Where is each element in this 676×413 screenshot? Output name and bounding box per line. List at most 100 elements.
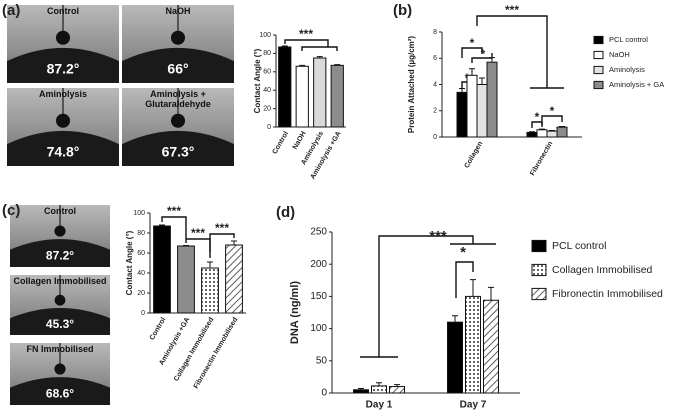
y-axis-label: DNA (ng/ml) xyxy=(289,281,301,344)
x-tick-label: Fibronectin xyxy=(529,140,554,177)
bar xyxy=(556,126,568,138)
significance-label: * xyxy=(535,110,540,124)
bar xyxy=(353,389,369,394)
error-bar xyxy=(159,224,165,226)
photo-label-box: Aminolysis + Glutaraldehyde xyxy=(145,89,211,109)
y-tick-label: 4 xyxy=(433,81,437,88)
substrate xyxy=(10,308,110,335)
photo-label-box: Collagen Immobilised xyxy=(13,276,107,286)
significance-label: *** xyxy=(167,204,181,218)
bar xyxy=(153,225,171,314)
bar xyxy=(225,244,243,314)
droplet xyxy=(54,225,66,237)
droplet xyxy=(54,294,66,306)
x-tick-label: Control xyxy=(272,130,291,155)
x-tick-label: Collagen xyxy=(463,140,484,169)
photo-label: Control xyxy=(47,6,79,16)
significance-label: * xyxy=(481,47,486,61)
significance-label: *** xyxy=(191,226,205,240)
legend-label: Fibronectin Immobilised xyxy=(552,288,663,300)
y-tick-label: 60 xyxy=(263,69,271,76)
legend-swatch xyxy=(593,50,604,60)
error-bar xyxy=(539,128,545,130)
significance-bracket xyxy=(455,261,474,298)
bar xyxy=(476,84,488,138)
x-tick-label: Control xyxy=(149,316,168,341)
photo: FN Immobilised 68.6° xyxy=(10,343,110,405)
photo: Aminolysis + Glutaraldehyde 67.3° xyxy=(122,88,234,166)
error-bar xyxy=(470,279,476,297)
y-tick-label: 6 xyxy=(433,55,437,62)
significance-label: *** xyxy=(215,221,229,235)
bar xyxy=(486,61,498,138)
photo: Control 87.2° xyxy=(10,205,110,267)
error-bar xyxy=(316,56,323,58)
significance-bracket xyxy=(209,233,235,252)
photo: NaOH 66° xyxy=(122,5,234,83)
error-bar xyxy=(334,64,341,66)
y-tick-label: 60 xyxy=(137,250,145,257)
droplet xyxy=(170,30,186,45)
error-bar xyxy=(529,131,535,133)
y-tick-label: 40 xyxy=(137,270,145,277)
error-bar xyxy=(183,245,189,246)
y-tick-label: 0 xyxy=(433,134,437,141)
significance-label: *** xyxy=(505,3,519,17)
bar xyxy=(483,299,499,394)
bar xyxy=(295,65,309,128)
error-bar xyxy=(549,129,555,132)
y-axis-label: Protein Attached (µg/cm²) xyxy=(407,36,416,134)
error-bar xyxy=(479,77,485,85)
error-bar xyxy=(459,87,465,93)
substrate xyxy=(7,47,119,83)
substrate xyxy=(10,377,110,405)
bar xyxy=(456,91,468,138)
photo-label: Collagen Immobilised xyxy=(13,276,107,286)
legend-label: PCL control xyxy=(609,35,648,44)
y-tick-label: 80 xyxy=(137,230,145,237)
bar xyxy=(465,295,481,394)
significance-bracket xyxy=(378,235,474,357)
error-bar xyxy=(394,384,400,387)
droplet xyxy=(55,30,71,45)
panel-label: (c) xyxy=(2,202,20,219)
y-tick-label: 20 xyxy=(137,290,145,297)
photo-label-box: Aminolysis xyxy=(39,89,87,99)
significance-bracket xyxy=(161,216,187,243)
droplet xyxy=(54,363,66,375)
x-tick-label: Day 1 xyxy=(366,400,393,411)
photo-label-box: NaOH xyxy=(165,6,191,16)
y-tick-label: 250 xyxy=(310,227,327,238)
y-tick-label: 20 xyxy=(263,105,271,112)
bar xyxy=(177,245,195,314)
legend-swatch xyxy=(593,35,604,45)
photo-label: NaOH xyxy=(165,6,191,16)
significance-bracket xyxy=(301,46,338,51)
substrate xyxy=(7,130,119,166)
error-bar xyxy=(299,64,306,67)
error-bar xyxy=(488,286,494,301)
y-tick-label: 50 xyxy=(316,355,328,366)
error-bar xyxy=(281,45,288,47)
photo-label: Control xyxy=(44,206,76,216)
photo: Collagen Immobilised 45.3° xyxy=(10,275,110,335)
significance-bracket xyxy=(284,39,329,47)
y-tick-label: 0 xyxy=(267,124,271,131)
y-tick-label: 8 xyxy=(433,29,437,36)
error-bar xyxy=(469,68,475,76)
substrate xyxy=(10,239,110,267)
bar xyxy=(536,129,548,138)
photo-label-box: Control xyxy=(47,6,79,16)
significance-bracket xyxy=(471,53,493,63)
error-bar xyxy=(358,387,364,390)
contact-angle-label: 68.6° xyxy=(46,387,74,401)
bar xyxy=(389,386,405,394)
legend-swatch xyxy=(531,239,547,253)
x-tick-label: Day 7 xyxy=(460,400,487,411)
x-tick-label: NaOH xyxy=(292,130,308,150)
legend-swatch xyxy=(593,65,604,75)
error-bar xyxy=(452,315,458,323)
bar xyxy=(546,130,558,138)
y-axis-label: Contact Angle (°) xyxy=(125,230,134,295)
error-bar xyxy=(231,240,237,245)
